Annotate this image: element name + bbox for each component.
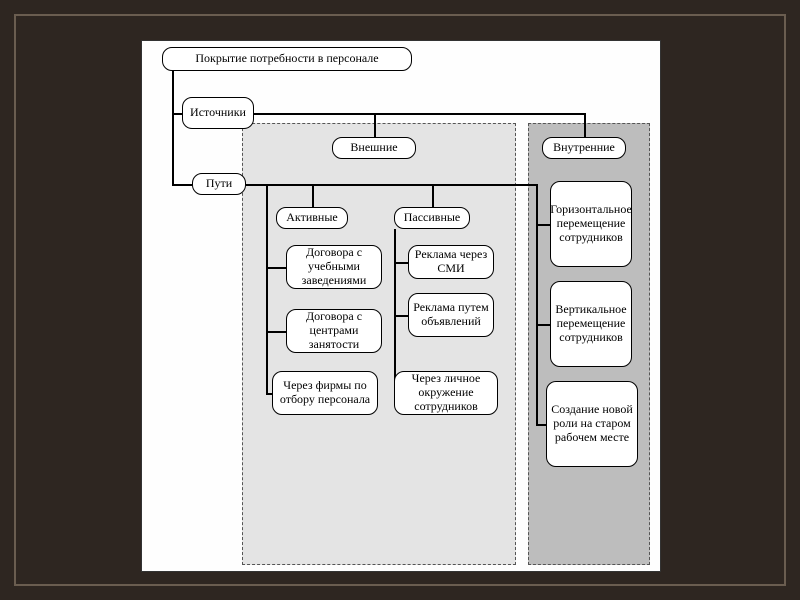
e-int-3 bbox=[536, 424, 546, 426]
e-act-spine bbox=[266, 184, 268, 394]
node-edu: Договора с учебными заведениями bbox=[286, 245, 382, 289]
e-pas-down bbox=[432, 184, 434, 207]
e-int-down bbox=[584, 113, 586, 137]
e-ways-h bbox=[172, 184, 192, 186]
node-internal: Внутренние bbox=[542, 137, 626, 159]
node-ways: Пути bbox=[192, 173, 246, 195]
e-act-down bbox=[312, 184, 314, 207]
diagram-canvas: Покрытие потребности в персонале Источник… bbox=[141, 40, 661, 572]
node-recruit: Через фирмы по отбору персонала bbox=[272, 371, 378, 415]
e-int-branch-v bbox=[536, 184, 538, 424]
node-sources: Источники bbox=[182, 97, 254, 129]
node-vert: Вертикальное перемещение сотрудников bbox=[550, 281, 632, 367]
node-ads: Реклама путем объявлений bbox=[408, 293, 494, 337]
e-pas-spine bbox=[394, 229, 396, 393]
e-root-down bbox=[172, 71, 174, 184]
e-ext-down bbox=[374, 113, 376, 137]
e-int-2 bbox=[536, 324, 550, 326]
node-active: Активные bbox=[276, 207, 348, 229]
node-employment: Договора с центрами занятости bbox=[286, 309, 382, 353]
e-int-1 bbox=[536, 224, 550, 226]
e-src-h bbox=[172, 113, 182, 115]
node-horiz: Горизонтальное перемещение сотрудников bbox=[550, 181, 632, 267]
e-ways-right bbox=[246, 184, 536, 186]
node-circle: Через личное окружение сотрудников bbox=[394, 371, 498, 415]
e-act-1 bbox=[266, 267, 286, 269]
node-passive: Пассивные bbox=[394, 207, 470, 229]
node-root: Покрытие потребности в персонале bbox=[162, 47, 412, 71]
node-media: Реклама через СМИ bbox=[408, 245, 494, 279]
e-pas-1 bbox=[394, 262, 408, 264]
e-act-2 bbox=[266, 331, 286, 333]
e-src-right bbox=[254, 113, 584, 115]
node-external: Внешние bbox=[332, 137, 416, 159]
e-pas-2 bbox=[394, 315, 408, 317]
node-newrole: Создание новой роли на старом рабочем ме… bbox=[546, 381, 638, 467]
